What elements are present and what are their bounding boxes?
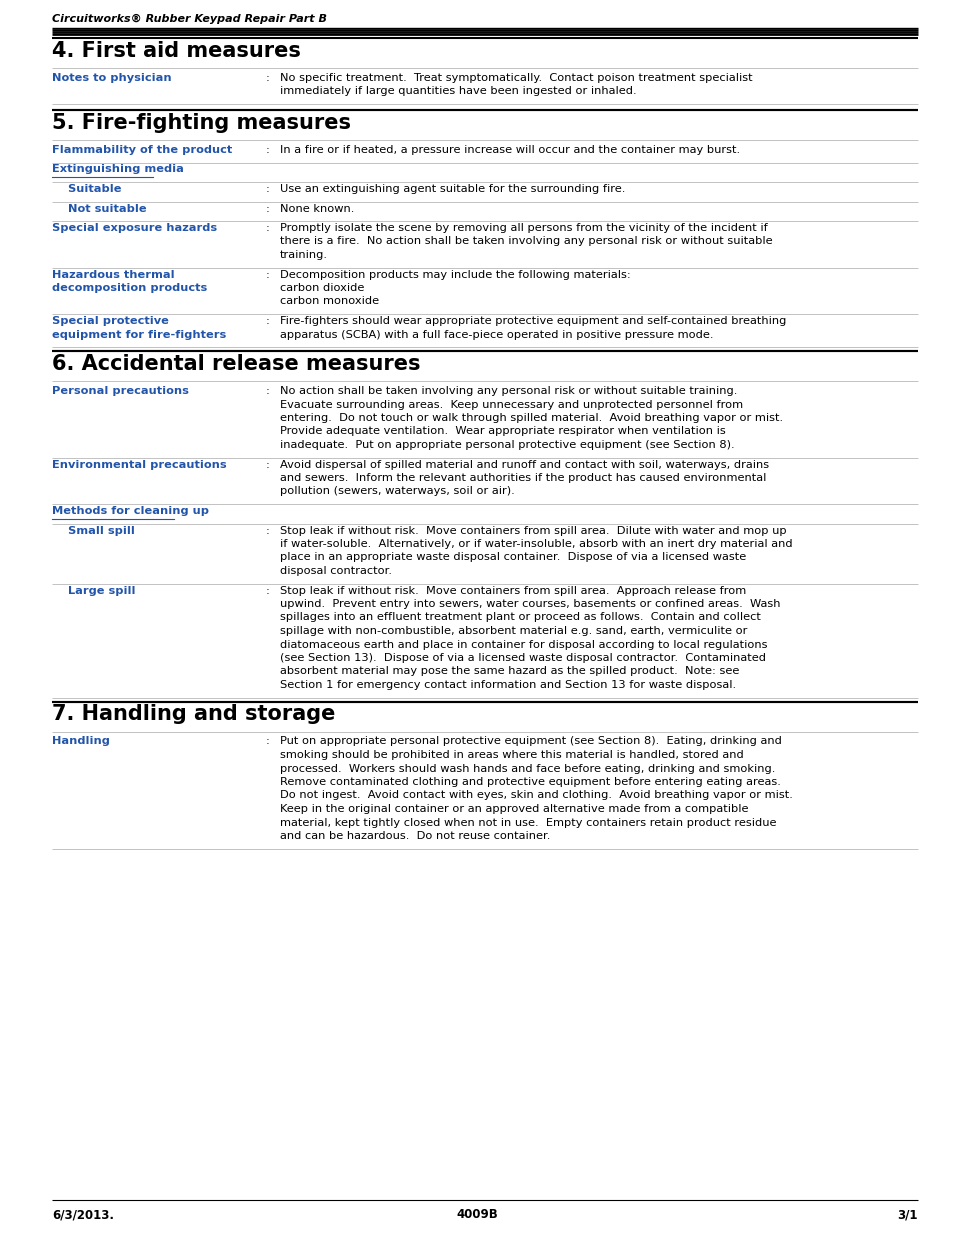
Text: Keep in the original container or an approved alternative made from a compatible: Keep in the original container or an app… bbox=[280, 804, 748, 814]
Text: entering.  Do not touch or walk through spilled material.  Avoid breathing vapor: entering. Do not touch or walk through s… bbox=[280, 412, 782, 424]
Text: Handling: Handling bbox=[52, 736, 110, 746]
Text: Remove contaminated clothing and protective equipment before entering eating are: Remove contaminated clothing and protect… bbox=[280, 777, 781, 787]
Text: Fire-fighters should wear appropriate protective equipment and self-contained br: Fire-fighters should wear appropriate pr… bbox=[280, 316, 785, 326]
Text: place in an appropriate waste disposal container.  Dispose of via a licensed was: place in an appropriate waste disposal c… bbox=[280, 552, 745, 562]
Text: :: : bbox=[266, 224, 270, 233]
Text: Hazardous thermal: Hazardous thermal bbox=[52, 269, 174, 279]
Text: Decomposition products may include the following materials:: Decomposition products may include the f… bbox=[280, 269, 630, 279]
Text: :: : bbox=[266, 204, 270, 214]
Text: Circuitworks® Rubber Keypad Repair Part B: Circuitworks® Rubber Keypad Repair Part … bbox=[52, 14, 327, 23]
Text: Put on appropriate personal protective equipment (see Section 8).  Eating, drink: Put on appropriate personal protective e… bbox=[280, 736, 781, 746]
Text: :: : bbox=[266, 387, 270, 396]
Text: pollution (sewers, waterways, soil or air).: pollution (sewers, waterways, soil or ai… bbox=[280, 487, 515, 496]
Text: No specific treatment.  Treat symptomatically.  Contact poison treatment special: No specific treatment. Treat symptomatic… bbox=[280, 73, 752, 83]
Text: processed.  Workers should wash hands and face before eating, drinking and smoki: processed. Workers should wash hands and… bbox=[280, 763, 775, 773]
Text: Flammability of the product: Flammability of the product bbox=[52, 144, 232, 156]
Text: :: : bbox=[266, 585, 270, 595]
Text: Large spill: Large spill bbox=[60, 585, 135, 595]
Text: spillage with non-combustible, absorbent material e.g. sand, earth, vermiculite : spillage with non-combustible, absorbent… bbox=[280, 626, 746, 636]
Text: 4009B: 4009B bbox=[456, 1208, 497, 1221]
Text: decomposition products: decomposition products bbox=[52, 283, 207, 293]
Text: Extinguishing media: Extinguishing media bbox=[52, 164, 184, 174]
Text: Provide adequate ventilation.  Wear appropriate respirator when ventilation is: Provide adequate ventilation. Wear appro… bbox=[280, 426, 725, 436]
Text: Avoid dispersal of spilled material and runoff and contact with soil, waterways,: Avoid dispersal of spilled material and … bbox=[280, 459, 768, 469]
Text: :: : bbox=[266, 316, 270, 326]
Text: Notes to physician: Notes to physician bbox=[52, 73, 172, 83]
Text: Use an extinguishing agent suitable for the surrounding fire.: Use an extinguishing agent suitable for … bbox=[280, 184, 625, 194]
Text: upwind.  Prevent entry into sewers, water courses, basements or confined areas. : upwind. Prevent entry into sewers, water… bbox=[280, 599, 780, 609]
Text: (see Section 13).  Dispose of via a licensed waste disposal contractor.  Contami: (see Section 13). Dispose of via a licen… bbox=[280, 653, 765, 663]
Text: Stop leak if without risk.  Move containers from spill area.  Dilute with water : Stop leak if without risk. Move containe… bbox=[280, 526, 786, 536]
Text: spillages into an effluent treatment plant or proceed as follows.  Contain and c: spillages into an effluent treatment pla… bbox=[280, 613, 760, 622]
Text: Stop leak if without risk.  Move containers from spill area.  Approach release f: Stop leak if without risk. Move containe… bbox=[280, 585, 745, 595]
Text: Evacuate surrounding areas.  Keep unnecessary and unprotected personnel from: Evacuate surrounding areas. Keep unneces… bbox=[280, 399, 742, 410]
Text: Special exposure hazards: Special exposure hazards bbox=[52, 224, 217, 233]
Text: :: : bbox=[266, 269, 270, 279]
Text: if water-soluble.  Alternatively, or if water-insoluble, absorb with an inert dr: if water-soluble. Alternatively, or if w… bbox=[280, 538, 792, 550]
Text: and can be hazardous.  Do not reuse container.: and can be hazardous. Do not reuse conta… bbox=[280, 831, 550, 841]
Text: :: : bbox=[266, 144, 270, 156]
Text: Do not ingest.  Avoid contact with eyes, skin and clothing.  Avoid breathing vap: Do not ingest. Avoid contact with eyes, … bbox=[280, 790, 792, 800]
Text: apparatus (SCBA) with a full face-piece operated in positive pressure mode.: apparatus (SCBA) with a full face-piece … bbox=[280, 330, 713, 340]
Text: inadequate.  Put on appropriate personal protective equipment (see Section 8).: inadequate. Put on appropriate personal … bbox=[280, 440, 734, 450]
Text: 4. First aid measures: 4. First aid measures bbox=[52, 41, 300, 61]
Text: 6/3/2013.: 6/3/2013. bbox=[52, 1208, 113, 1221]
Text: Suitable: Suitable bbox=[60, 184, 121, 194]
Text: 7. Handling and storage: 7. Handling and storage bbox=[52, 704, 335, 725]
Text: immediately if large quantities have been ingested or inhaled.: immediately if large quantities have bee… bbox=[280, 86, 636, 96]
Text: :: : bbox=[266, 736, 270, 746]
Text: Environmental precautions: Environmental precautions bbox=[52, 459, 227, 469]
Text: Promptly isolate the scene by removing all persons from the vicinity of the inci: Promptly isolate the scene by removing a… bbox=[280, 224, 767, 233]
Text: :: : bbox=[266, 459, 270, 469]
Text: smoking should be prohibited in areas where this material is handled, stored and: smoking should be prohibited in areas wh… bbox=[280, 750, 743, 760]
Text: and sewers.  Inform the relevant authorities if the product has caused environme: and sewers. Inform the relevant authorit… bbox=[280, 473, 765, 483]
Text: there is a fire.  No action shall be taken involving any personal risk or withou: there is a fire. No action shall be take… bbox=[280, 236, 772, 247]
Text: :: : bbox=[266, 526, 270, 536]
Text: Personal precautions: Personal precautions bbox=[52, 387, 189, 396]
Text: training.: training. bbox=[280, 249, 328, 261]
Text: absorbent material may pose the same hazard as the spilled product.  Note: see: absorbent material may pose the same haz… bbox=[280, 667, 739, 677]
Text: material, kept tightly closed when not in use.  Empty containers retain product : material, kept tightly closed when not i… bbox=[280, 818, 776, 827]
Text: :: : bbox=[266, 184, 270, 194]
Text: Section 1 for emergency contact information and Section 13 for waste disposal.: Section 1 for emergency contact informat… bbox=[280, 680, 736, 690]
Text: 5. Fire-fighting measures: 5. Fire-fighting measures bbox=[52, 112, 351, 133]
Text: Special protective: Special protective bbox=[52, 316, 169, 326]
Text: Methods for cleaning up: Methods for cleaning up bbox=[52, 506, 209, 516]
Text: equipment for fire-fighters: equipment for fire-fighters bbox=[52, 330, 226, 340]
Text: 3/1: 3/1 bbox=[897, 1208, 917, 1221]
Text: carbon dioxide: carbon dioxide bbox=[280, 283, 364, 293]
Text: diatomaceous earth and place in container for disposal according to local regula: diatomaceous earth and place in containe… bbox=[280, 640, 767, 650]
Text: carbon monoxide: carbon monoxide bbox=[280, 296, 378, 306]
Text: disposal contractor.: disposal contractor. bbox=[280, 566, 392, 576]
Text: No action shall be taken involving any personal risk or without suitable trainin: No action shall be taken involving any p… bbox=[280, 387, 737, 396]
Text: :: : bbox=[266, 73, 270, 83]
Text: 6. Accidental release measures: 6. Accidental release measures bbox=[52, 354, 420, 374]
Text: Not suitable: Not suitable bbox=[60, 204, 147, 214]
Text: In a fire or if heated, a pressure increase will occur and the container may bur: In a fire or if heated, a pressure incre… bbox=[280, 144, 740, 156]
Text: Small spill: Small spill bbox=[60, 526, 134, 536]
Text: None known.: None known. bbox=[280, 204, 354, 214]
